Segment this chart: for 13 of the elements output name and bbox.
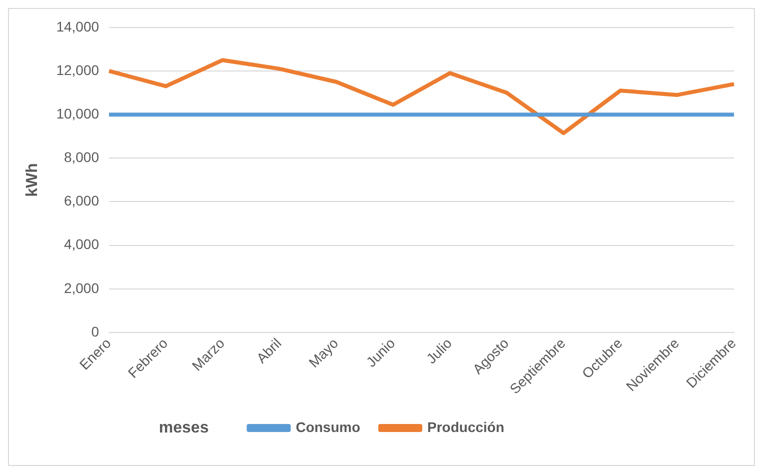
y-tick-label: 14,000: [56, 18, 100, 34]
x-axis-title: meses: [158, 419, 209, 436]
legend-label: Producción: [427, 418, 504, 435]
y-tick-label: 6,000: [64, 192, 100, 209]
y-tick-label: 2,000: [64, 280, 100, 296]
y-tick-label: 0: [91, 323, 100, 340]
y-tick-label: 4,000: [64, 236, 100, 252]
legend-label: Consumo: [296, 418, 360, 435]
x-tick-label: Julio: [423, 334, 455, 367]
y-axis-title: kWh: [24, 163, 42, 197]
y-tick-label: 12,000: [56, 62, 100, 78]
y-tick-label: 8,000: [64, 149, 100, 166]
y-tick-label: 10,000: [56, 105, 100, 122]
